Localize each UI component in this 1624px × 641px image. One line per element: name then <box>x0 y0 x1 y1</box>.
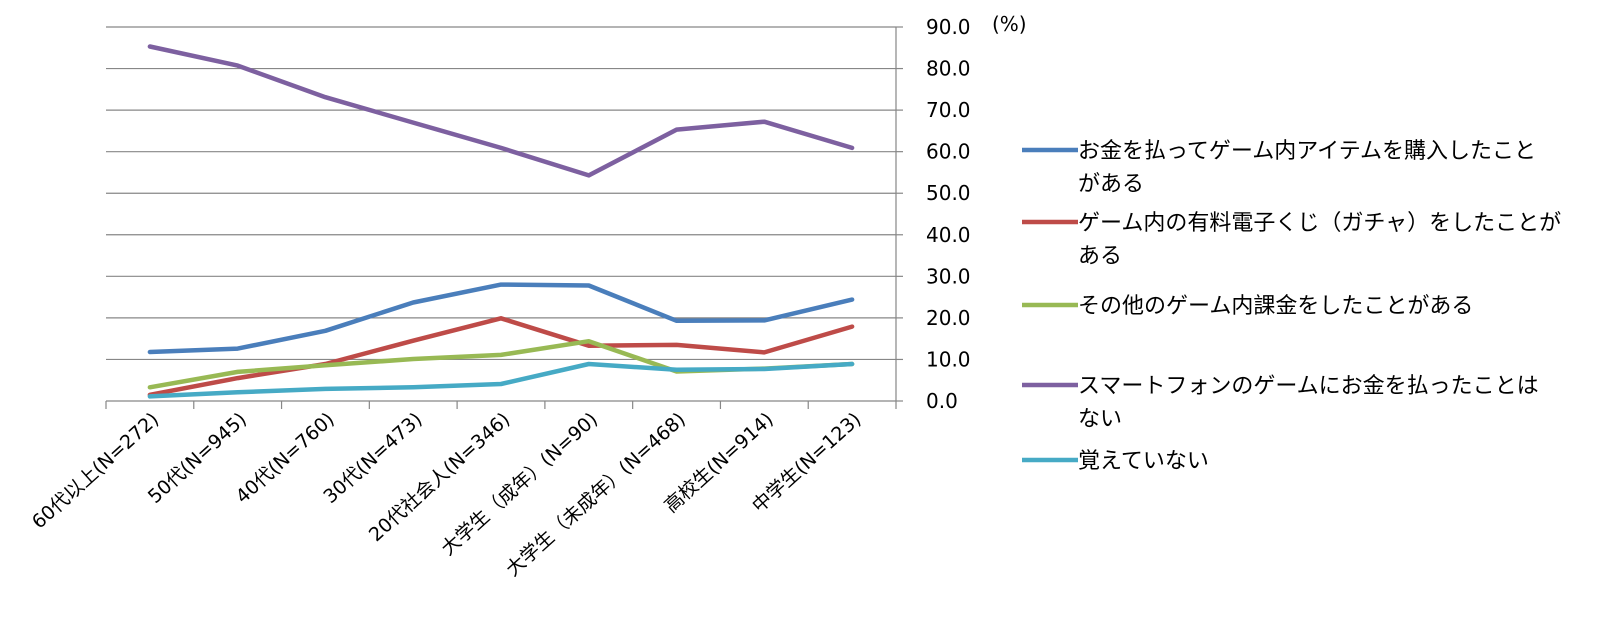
data-point-s4-9 <box>850 146 854 150</box>
legend-label-3: その他のゲーム内課金をしたことがある <box>1078 294 1473 319</box>
y-tick-label: 60.0 <box>926 140 971 164</box>
axis-labels: 0.0 10.0 20.0 30.0 40.0 50.0 60.0 70.0 80.0 90.0 (… <box>28 12 1027 581</box>
data-point-s2-9 <box>850 325 854 329</box>
data-point-s2-2 <box>236 376 240 380</box>
data-point-s3-4 <box>411 357 415 361</box>
y-tick-label: 80.0 <box>926 57 971 81</box>
data-point-s4-1 <box>148 45 152 49</box>
x-category-label: 大学生（未成年）(N=468) <box>502 408 690 580</box>
data-point-s4-4 <box>411 121 415 125</box>
data-point-s1-3 <box>323 329 327 333</box>
data-point-s5-2 <box>236 390 240 394</box>
x-category-label: 20代社会人(N=346) <box>365 408 515 546</box>
y-tick-label: 30.0 <box>926 264 971 288</box>
series-line-5 <box>147 361 855 399</box>
series-line-3 <box>147 338 855 390</box>
legend-label-2: ある <box>1078 244 1122 269</box>
data-point-s4-3 <box>323 95 327 99</box>
axes <box>105 26 903 409</box>
series-line-2 <box>147 316 855 398</box>
legend-label-1: お金を払ってゲーム内アイテムを購入したこと <box>1078 139 1536 164</box>
data-point-s1-2 <box>236 347 240 351</box>
data-point-s5-1 <box>148 394 152 398</box>
data-point-s4-6 <box>587 173 591 177</box>
data-point-s5-9 <box>850 362 854 366</box>
y-unit-label: (%) <box>992 12 1027 36</box>
series-line-4 <box>147 44 855 178</box>
data-point-s5-3 <box>323 387 327 391</box>
data-point-s3-2 <box>236 370 240 374</box>
y-tick-label: 10.0 <box>926 347 971 371</box>
data-point-s1-5 <box>499 283 503 287</box>
legend-label-4: スマートフォンのゲームにお金を払ったことは <box>1078 374 1539 399</box>
data-point-s2-5 <box>499 316 503 320</box>
data-point-s2-7 <box>675 343 679 347</box>
data-point-s2-4 <box>411 339 415 343</box>
legend: お金を払ってゲーム内アイテムを購入したことがあるゲーム内の有料電子くじ（ガチャ）… <box>1022 139 1561 474</box>
y-tick-label: 0.0 <box>926 389 958 413</box>
data-point-s1-9 <box>850 298 854 302</box>
y-tick-label: 90.0 <box>926 15 971 39</box>
y-tick-label: 40.0 <box>926 223 971 247</box>
legend-label-1: がある <box>1078 172 1144 197</box>
y-tick-label: 20.0 <box>926 306 971 330</box>
data-point-s2-6 <box>587 344 591 348</box>
legend-label-5: 覚えていない <box>1078 449 1209 474</box>
data-point-s1-7 <box>675 319 679 323</box>
legend-label-2: ゲーム内の有料電子くじ（ガチャ）をしたことが <box>1078 211 1561 236</box>
gridlines <box>106 26 896 361</box>
legend-label-4: ない <box>1078 407 1122 432</box>
series-lines <box>147 44 855 399</box>
data-point-s3-1 <box>148 385 152 389</box>
y-tick-label: 70.0 <box>926 98 971 122</box>
data-point-s1-1 <box>148 350 152 354</box>
data-point-s5-7 <box>675 368 679 372</box>
data-point-s3-6 <box>587 339 591 343</box>
data-point-s5-5 <box>499 382 503 386</box>
data-point-s4-8 <box>762 120 766 124</box>
data-point-s3-5 <box>499 353 503 357</box>
data-point-s5-4 <box>411 385 415 389</box>
data-point-s3-3 <box>323 363 327 367</box>
x-category-label: 60代以上(N=272) <box>28 408 163 533</box>
data-point-s1-8 <box>762 318 766 322</box>
data-point-s1-6 <box>587 283 591 287</box>
y-tick-label: 50.0 <box>926 181 971 205</box>
data-point-s4-7 <box>675 128 679 132</box>
x-category-label: 大学生（成年）(N=90) <box>437 408 602 560</box>
series-line-1 <box>147 282 855 355</box>
data-point-s2-8 <box>762 350 766 354</box>
data-point-s4-5 <box>499 146 503 150</box>
data-point-s5-6 <box>587 362 591 366</box>
data-point-s5-8 <box>762 367 766 371</box>
data-point-s1-4 <box>411 301 415 305</box>
data-point-s4-2 <box>236 64 240 68</box>
